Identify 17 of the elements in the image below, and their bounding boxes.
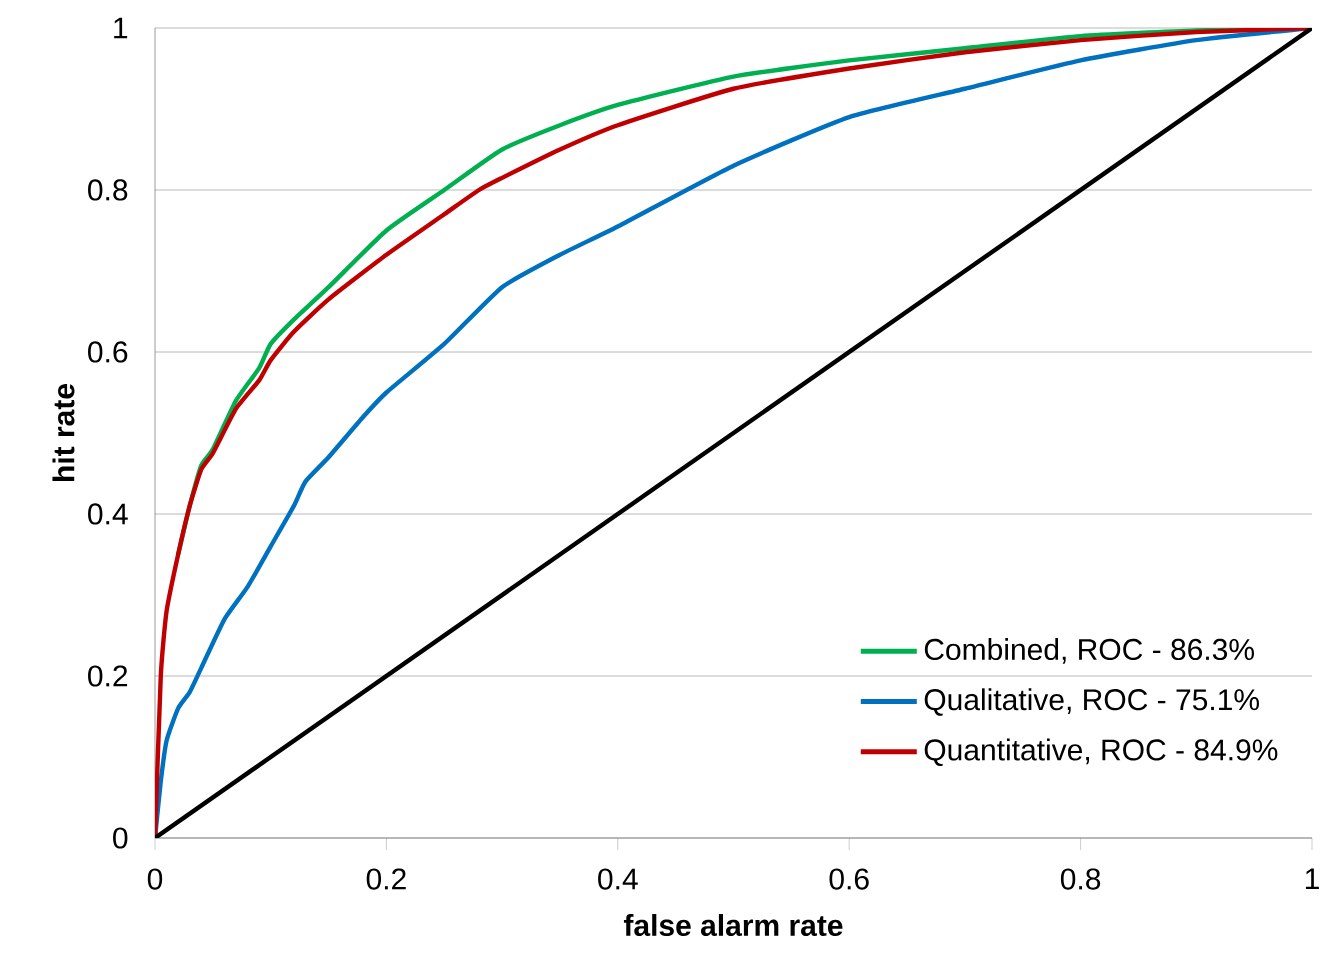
y-tick-label: 0.2 <box>88 665 128 687</box>
x-tick-label: 1 <box>1305 868 1319 890</box>
x-axis-title: false alarm rate <box>623 914 843 937</box>
legend-label: Combined, ROC - 86.3% <box>924 638 1254 664</box>
x-tick-label: 0.8 <box>1060 868 1101 890</box>
legend-label: Qualitative, ROC - 75.1% <box>924 688 1259 716</box>
y-tick-label: 1 <box>114 17 128 39</box>
legend-label: Quantitative, ROC - 84.9% <box>924 738 1278 766</box>
y-tick-label: 0.4 <box>88 503 128 525</box>
y-tick-label: 0.8 <box>88 179 128 201</box>
y-tick-label: 0 <box>113 827 128 849</box>
y-axis-title: hit rate <box>52 384 75 481</box>
x-tick-label: 0.4 <box>598 868 638 890</box>
x-tick-label: 0.2 <box>366 868 406 890</box>
x-tick-label: 0 <box>147 868 163 890</box>
y-tick-label: 0.6 <box>88 341 128 363</box>
x-tick-label: 0.6 <box>829 868 869 890</box>
